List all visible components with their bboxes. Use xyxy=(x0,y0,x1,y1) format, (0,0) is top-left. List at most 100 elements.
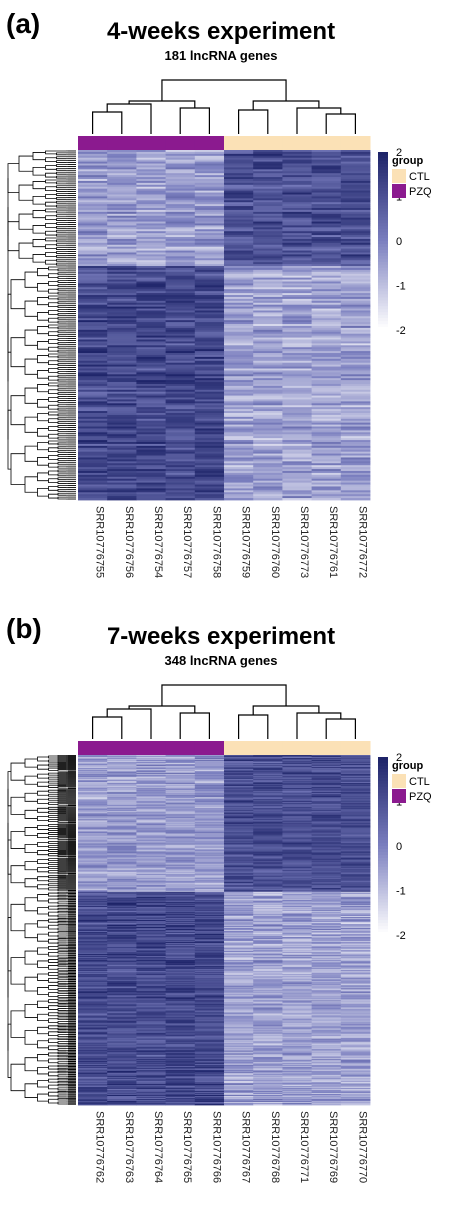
heatmap-cell xyxy=(253,925,283,928)
heatmap-cell xyxy=(194,757,225,759)
heatmap-cell xyxy=(78,772,108,774)
heatmap-cell xyxy=(165,496,196,499)
heatmap-cell xyxy=(165,1001,196,1003)
heatmap-cell xyxy=(194,221,225,224)
heatmap-cell xyxy=(78,830,108,832)
heatmap-cell xyxy=(194,850,225,852)
heatmap-cell xyxy=(78,405,108,408)
heatmap-cell xyxy=(165,434,196,437)
dendrogram-link xyxy=(45,179,66,184)
heatmap-cell xyxy=(253,980,283,982)
heatmap-cell xyxy=(224,784,254,786)
heatmap-cell xyxy=(136,814,166,816)
heatmap-cell xyxy=(165,908,196,911)
heatmap-cell xyxy=(282,912,312,915)
heatmap-cell xyxy=(165,370,196,373)
legend-label: PZQ xyxy=(409,186,432,198)
heatmap-cell xyxy=(340,273,371,277)
heatmap-cell xyxy=(224,196,254,199)
sample-label: SRR10776757 xyxy=(181,506,193,578)
heatmap-cell xyxy=(78,776,108,778)
heatmap-cell xyxy=(224,885,254,888)
heatmap-cell xyxy=(253,964,283,966)
heatmap-cell xyxy=(107,890,137,893)
heatmap-cell xyxy=(311,937,342,939)
heatmap-cell xyxy=(194,854,225,856)
heatmap-cell xyxy=(136,179,166,182)
heatmap-cell xyxy=(340,465,371,468)
heatmap-cell xyxy=(165,925,196,928)
heatmap-cell xyxy=(136,923,166,926)
heatmap-cell xyxy=(78,869,108,872)
heatmap-cell xyxy=(282,324,312,327)
dendrogram-link xyxy=(57,287,66,291)
heatmap-cell xyxy=(165,822,196,824)
heatmap-cell xyxy=(165,180,196,184)
heatmap-cell xyxy=(78,989,108,991)
heatmap-cell xyxy=(136,920,166,923)
color-scale-step xyxy=(378,235,388,239)
heatmap-cell xyxy=(224,1005,254,1007)
heatmap-cell xyxy=(194,467,225,470)
heatmap-cell xyxy=(136,490,166,493)
heatmap-cell xyxy=(78,273,108,277)
heatmap-cell xyxy=(311,266,342,269)
heatmap-cell xyxy=(282,954,312,956)
heatmap-cell xyxy=(282,256,312,259)
heatmap-cell xyxy=(253,428,283,431)
heatmap-cell xyxy=(282,840,312,842)
heatmap-cell xyxy=(282,883,312,886)
heatmap-cell xyxy=(194,896,225,899)
heatmap-cell xyxy=(165,484,196,487)
heatmap-cell xyxy=(282,426,312,429)
heatmap-cell xyxy=(340,875,371,878)
heatmap-cell xyxy=(194,998,225,1000)
heatmap-cell xyxy=(311,890,342,893)
heatmap-cell xyxy=(224,913,254,916)
heatmap-cell xyxy=(107,986,137,988)
heatmap-cell xyxy=(282,407,312,410)
heatmap-cell xyxy=(340,374,371,377)
heatmap-cell xyxy=(107,917,137,920)
heatmap-cell xyxy=(224,470,254,474)
heatmap-cell xyxy=(224,217,254,221)
heatmap-cell xyxy=(311,881,342,884)
heatmap-cell xyxy=(194,879,225,882)
heatmap-cell xyxy=(282,847,312,849)
heatmap-cell xyxy=(78,827,108,829)
heatmap-cell xyxy=(311,358,342,362)
heatmap-cell xyxy=(340,150,371,153)
heatmap-cell xyxy=(224,200,254,203)
heatmap-cell xyxy=(253,849,283,851)
heatmap-cell xyxy=(78,762,108,764)
heatmap-cell xyxy=(78,998,108,1000)
heatmap-cell xyxy=(311,238,342,242)
heatmap-cell xyxy=(136,486,166,489)
heatmap-cell xyxy=(224,991,254,993)
heatmap-cell xyxy=(282,762,312,764)
heatmap-cell xyxy=(224,215,254,219)
heatmap-cell xyxy=(253,1001,283,1003)
heatmap-cell xyxy=(224,890,254,893)
heatmap-cell xyxy=(136,474,166,478)
heatmap-cell xyxy=(136,963,166,965)
heatmap-cell xyxy=(311,824,342,826)
heatmap-cell xyxy=(78,834,108,836)
heatmap-cell xyxy=(282,779,312,781)
heatmap-cell xyxy=(78,480,108,483)
heatmap-cell xyxy=(78,279,108,282)
heatmap-cell xyxy=(194,898,225,901)
heatmap-cell xyxy=(107,785,137,787)
heatmap-cell xyxy=(107,490,137,493)
heatmap-cell xyxy=(165,314,196,317)
heatmap-cell xyxy=(165,1004,196,1006)
heatmap-cell xyxy=(165,827,196,829)
heatmap-cell xyxy=(253,262,283,265)
heatmap-cell xyxy=(340,945,371,947)
heatmap-cell xyxy=(253,308,283,311)
heatmap-cell xyxy=(107,171,137,174)
dendrogram-link xyxy=(57,436,66,440)
heatmap-cell xyxy=(78,901,108,904)
heatmap-cell xyxy=(194,770,225,772)
heatmap-cell xyxy=(224,759,254,761)
